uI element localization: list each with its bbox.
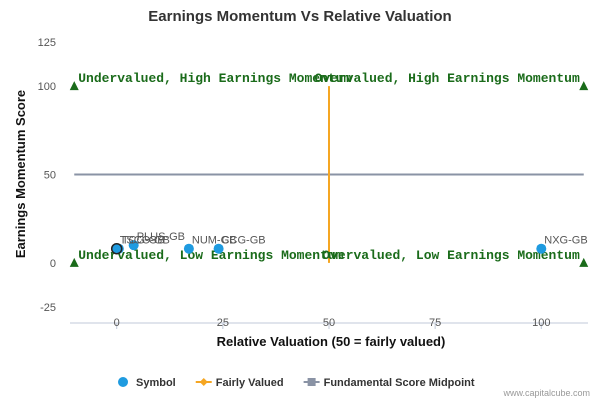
y-axis-title: Earnings Momentum Score — [13, 90, 28, 258]
x-tick-label: 50 — [323, 317, 335, 329]
legend-label: Fundamental Score Midpoint — [324, 377, 475, 389]
x-axis-title: Relative Valuation (50 = fairly valued) — [217, 334, 446, 349]
y-tick-label: -25 — [40, 302, 56, 314]
point-label: PLUS-GB — [137, 231, 185, 243]
x-tick-label: 100 — [532, 317, 550, 329]
point-label: CCG-GB — [222, 235, 266, 247]
data-point — [183, 243, 194, 254]
y-tick-label: 125 — [38, 37, 56, 49]
y-tick-label: 0 — [50, 258, 56, 270]
point-label: NXG-GB — [544, 235, 587, 247]
legend: Symbol Fairly Valued Fundamental Score Mid… — [118, 377, 475, 389]
y-tick-label: 100 — [38, 81, 56, 93]
x-tick-label: 0 — [114, 317, 120, 329]
point-label: TCG-GB — [122, 235, 165, 247]
corner-marker — [69, 257, 79, 267]
legend-marker-midpoint — [307, 378, 316, 386]
chart-title: Earnings Momentum Vs Relative Valuation — [148, 8, 451, 25]
legend-marker-fairly-valued — [199, 378, 208, 386]
data-point — [110, 242, 123, 255]
data-point — [128, 240, 139, 251]
plot-area: 0 25 50 75 100 -25 0 50 100 125 Undervalued, High … — [38, 37, 589, 329]
data-point — [536, 243, 547, 254]
x-tick-label: 25 — [217, 317, 229, 329]
corner-marker — [579, 257, 589, 267]
quadrant-label: Overvalued, Low Earnings Momentum — [322, 248, 580, 263]
quadrant-label: Undervalued, High Earnings Momentum — [78, 71, 351, 86]
point-label: NUM-GB — [192, 235, 237, 247]
credit-text: www.capitalcube.com — [502, 388, 590, 398]
point-label: TSCO-GB — [120, 235, 170, 247]
quadrant-label: Undervalued, Low Earnings Momentum — [78, 248, 343, 263]
y-tick-label: 50 — [44, 170, 56, 182]
corner-marker — [579, 81, 589, 91]
data-point — [213, 243, 224, 254]
quadrant-label: Overvalued, High Earnings Momentum — [315, 71, 580, 86]
legend-label: Fairly Valued — [216, 377, 284, 389]
x-tick-label: 75 — [429, 317, 441, 329]
corner-marker — [69, 81, 79, 91]
legend-marker-symbol — [118, 377, 128, 387]
legend-label: Symbol — [136, 377, 176, 389]
